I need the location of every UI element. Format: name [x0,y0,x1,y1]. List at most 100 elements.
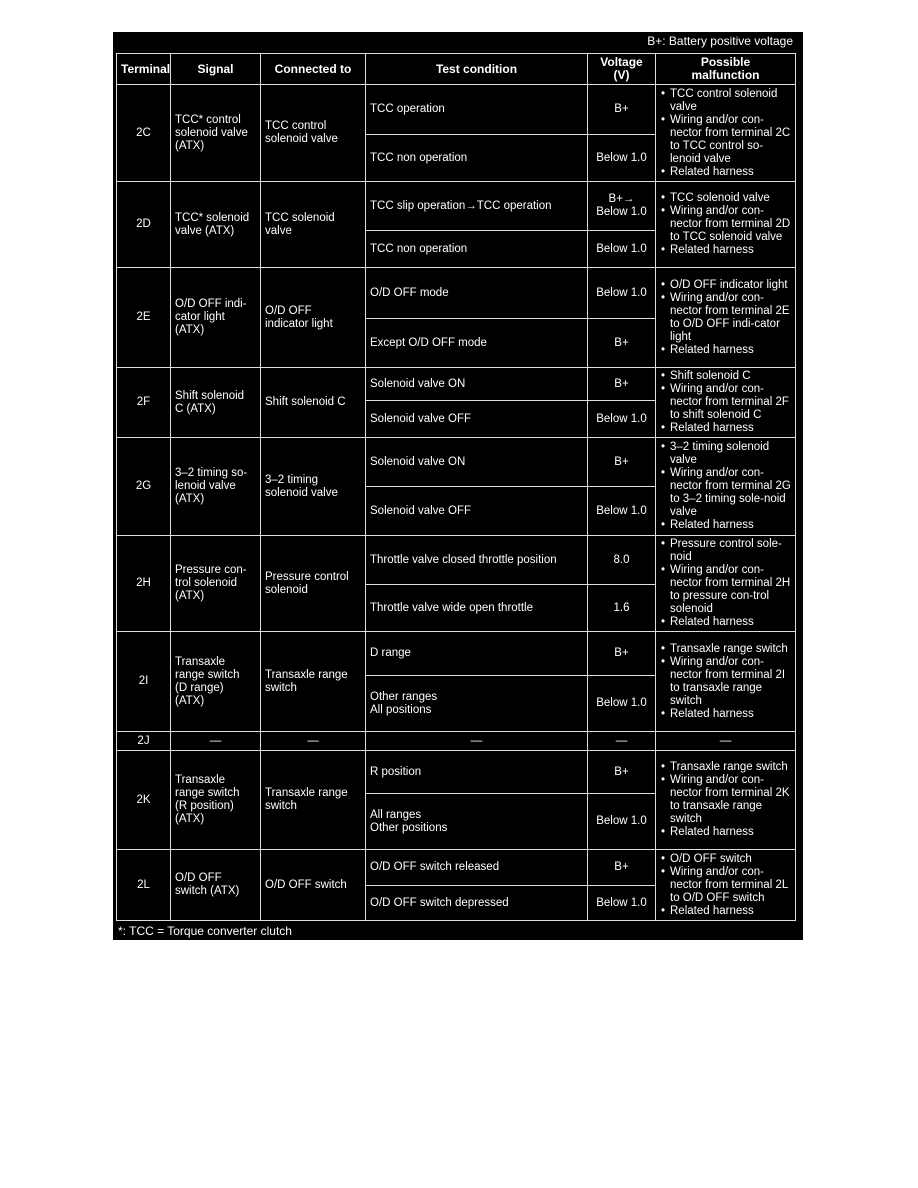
signal-cell: TCC* control solenoid valve (ATX) [170,84,261,182]
table-row: 2K Transaxle range switch (R position) (A… [116,750,796,850]
test-condition-cell: O/D OFF switch depressed [365,885,588,921]
malfunction-item: O/D OFF indicator light [661,279,791,292]
malfunction-item: Related harness [661,344,791,357]
malfunction-cell: TCC control solenoid valveWiring and/or … [655,84,796,182]
table-row: 2C TCC* control solenoid valve (ATX) TCC c… [116,84,796,182]
malfunction-item: Related harness [661,244,791,257]
malfunction-item: Wiring and/or con-nector from terminal 2… [661,292,791,344]
voltage-cell: B+ [587,84,656,135]
malfunction-cell: Transaxle range switchWiring and/or con-… [655,750,796,850]
signal-cell: O/D OFF indi- cator light (ATX) [170,267,261,368]
terminal-cell: 2I [116,631,171,732]
voltage-cell: 8.0 [587,535,656,585]
test-condition-cell: Except O/D OFF mode [365,318,588,368]
voltage-cell: Below 1.0 [587,400,656,438]
malfunction-item: Wiring and/or con-nector from terminal 2… [661,866,791,905]
malfunction-item: Related harness [661,166,791,179]
signal-cell: 3–2 timing so- lenoid valve (ATX) [170,437,261,536]
connected-to-cell: Transaxle range switch [260,750,366,850]
table-row: 2H Pressure con- trol solenoid (ATX) Press… [116,535,796,632]
table-row: 2G 3–2 timing so- lenoid valve (ATX) 3–2 t… [116,437,796,536]
terminal-cell: 2G [116,437,171,536]
terminal-cell: 2L [116,849,171,921]
column-header: Voltage (V) [587,53,656,85]
header-row: Terminal Signal Connected to Test condition… [116,53,796,85]
connected-to-cell: Shift solenoid C [260,367,366,438]
malfunction-item: Related harness [661,905,791,918]
terminal-cell: 2D [116,181,171,268]
connected-to-cell: O/D OFF indicator light [260,267,366,368]
signal-cell: O/D OFF switch (ATX) [170,849,261,921]
malfunction-item: Related harness [661,708,791,721]
voltage-cell: Below 1.0 [587,267,656,319]
table-row: 2J — — — — — [116,731,796,751]
connected-to-cell: Transaxle range switch [260,631,366,732]
test-condition-cell: TCC non operation [365,230,588,268]
terminal-voltage-table-page: B+: Battery positive voltage Terminal Sig… [113,32,803,940]
column-header: Test condition [365,53,588,85]
malfunction-item: 3–2 timing solenoid valve [661,441,791,467]
signal-cell: Shift solenoid C (ATX) [170,367,261,438]
table-row: Solenoid valve OFF Below 1.0 [117,400,796,438]
test-condition-cell: O/D OFF switch released [365,849,588,886]
malfunction-cell: Pressure control sole-noidWiring and/or … [655,535,796,632]
malfunction-item: Wiring and/or con-nector from terminal 2… [661,656,791,708]
malfunction-item: Wiring and/or con-nector from terminal 2… [661,114,791,166]
terminal-cell: 2C [116,84,171,182]
test-condition-cell: Other ranges All positions [365,675,588,732]
test-condition-cell: Solenoid valve OFF [365,486,588,536]
malfunction-cell: Transaxle range switchWiring and/or con-… [655,631,796,732]
tcc-footnote: *: TCC = Torque converter clutch [118,924,292,938]
malfunction-cell: O/D OFF switchWiring and/or con-nector f… [655,849,796,921]
signal-cell: TCC* solenoid valve (ATX) [170,181,261,268]
table-row: Solenoid valve OFF Below 1.0 [117,486,796,536]
voltage-cell: — [587,731,656,751]
table-row: 2I Transaxle range switch (D range) (ATX)… [116,631,796,732]
test-condition-cell: Solenoid valve ON [365,437,588,487]
table-row: 2F Shift solenoid C (ATX) Shift solenoid C… [116,367,796,438]
test-condition-cell: Throttle valve closed throttle position [365,535,588,585]
table-row: 2D TCC* solenoid valve (ATX) TCC solenoid … [116,181,796,268]
malfunction-item: Wiring and/or con-nector from terminal 2… [661,205,791,244]
malfunction-item: O/D OFF switch [661,853,791,866]
malfunction-item: Related harness [661,826,791,839]
malfunction-cell: O/D OFF indicator lightWiring and/or con… [655,267,796,368]
voltage-cell: Below 1.0 [587,885,656,921]
voltage-cell: B+ [587,750,656,794]
test-condition-cell: O/D OFF mode [365,267,588,319]
terminal-cell: 2J [116,731,171,751]
malfunction-item: Wiring and/or con-nector from terminal 2… [661,383,791,422]
signal-cell: Transaxle range switch (R position) (ATX… [170,750,261,850]
table-row: 2L O/D OFF switch (ATX) O/D OFF switch O/D … [116,849,796,921]
malfunction-item: Transaxle range switch [661,643,791,656]
malfunction-cell: 3–2 timing solenoid valveWiring and/or c… [655,437,796,536]
voltage-cell: Below 1.0 [587,134,656,182]
table-row: TCC non operation Below 1.0 [117,230,796,268]
malfunction-cell: Shift solenoid CWiring and/or con-nector… [655,367,796,438]
voltage-cell: B+ [587,318,656,368]
malfunction-item: Wiring and/or con-nector from terminal 2… [661,774,791,826]
malfunction-item: Related harness [661,519,791,532]
malfunction-item: TCC control solenoid valve [661,88,791,114]
voltage-cell: Below 1.0 [587,230,656,268]
voltage-cell: B+ [587,849,656,886]
terminal-cell: 2F [116,367,171,438]
malfunction-item: Shift solenoid C [661,370,791,383]
column-header: Terminal [116,53,171,85]
test-condition-cell: TCC non operation [365,134,588,182]
malfunction-item: Wiring and/or con-nector from terminal 2… [661,564,791,616]
connected-to-cell: TCC control solenoid valve [260,84,366,182]
test-condition-cell: Solenoid valve OFF [365,400,588,438]
test-condition-cell: — [365,731,588,751]
table-row: 2E O/D OFF indi- cator light (ATX) O/D OFF… [116,267,796,368]
terminal-cell: 2E [116,267,171,368]
terminal-cell: 2H [116,535,171,632]
column-header: Signal [170,53,261,85]
test-condition-cell: TCC operation [365,84,588,135]
table-row: Except O/D OFF mode B+ [117,318,796,368]
connected-to-cell: 3–2 timing solenoid valve [260,437,366,536]
battery-voltage-note: B+: Battery positive voltage [647,34,793,48]
connected-to-cell: — [260,731,366,751]
malfunction-item: TCC solenoid valve [661,192,791,205]
voltage-cell: B+→ Below 1.0 [587,181,656,231]
